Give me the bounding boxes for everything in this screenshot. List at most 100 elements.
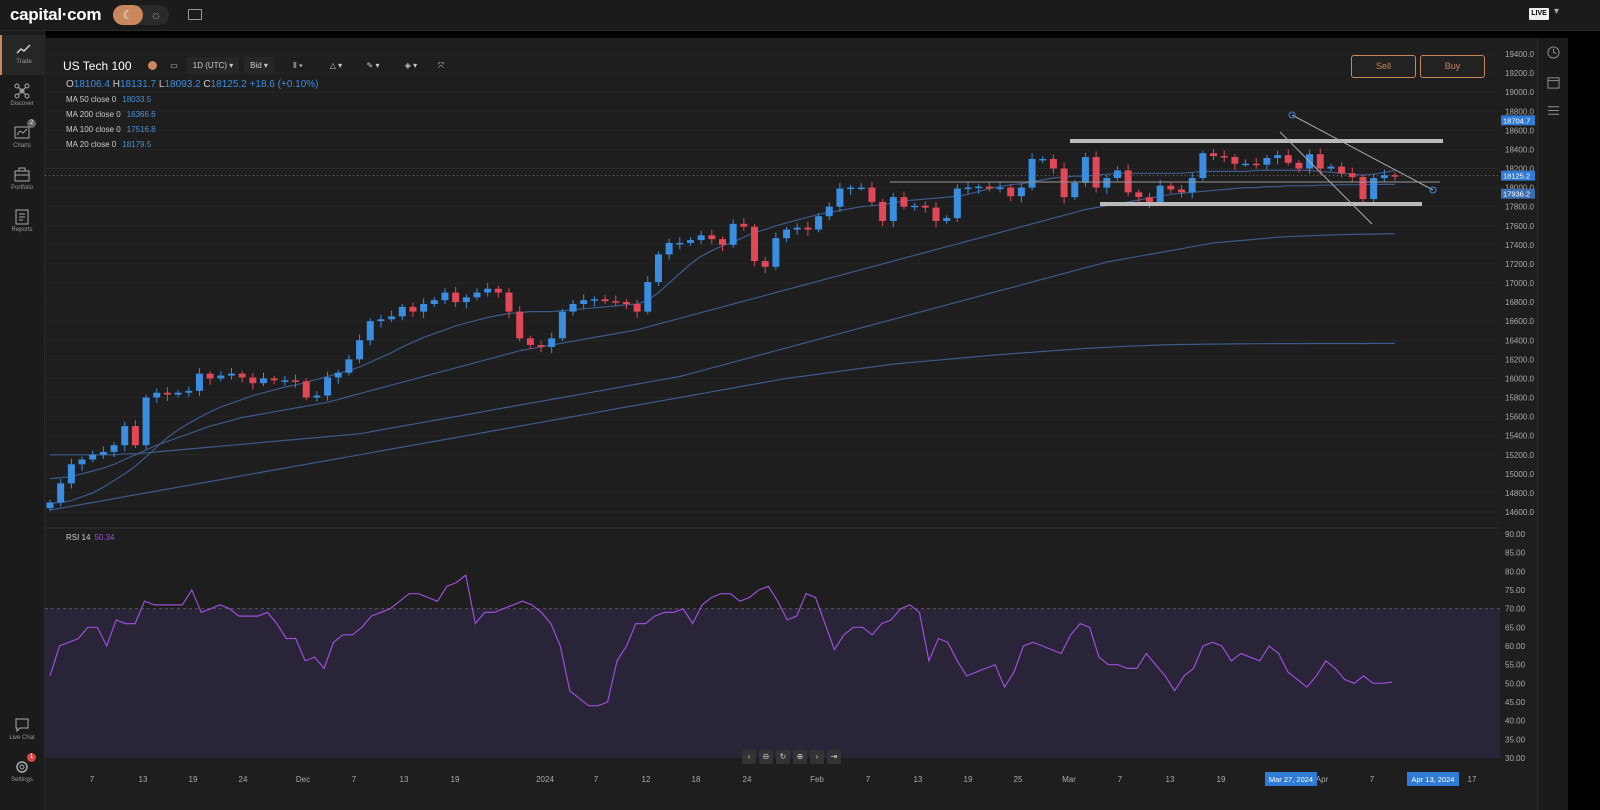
sun-icon[interactable]: ☼ xyxy=(150,7,162,22)
price-tick-label: 16800.0 xyxy=(1505,298,1534,307)
menu-icon[interactable] xyxy=(1547,104,1560,117)
ma50-line xyxy=(49,183,1395,480)
zoom-out-button[interactable]: ⊖ xyxy=(759,750,773,764)
time-tick-label: Feb xyxy=(810,775,824,784)
sidebar-item-reports[interactable]: Reports xyxy=(0,203,44,243)
candle-body xyxy=(964,187,972,190)
interval-select[interactable]: 1D (UTC) ▾ xyxy=(187,57,239,74)
display-icon[interactable]: ▭ xyxy=(170,61,178,70)
candle-body xyxy=(1167,185,1175,190)
sidebar-item-charts[interactable]: 2 Charts xyxy=(0,119,44,159)
scroll-end-button[interactable]: ⇥ xyxy=(827,750,841,764)
rsi-tick-label: 70.00 xyxy=(1505,605,1526,614)
sidebar-item-trade[interactable]: Trade xyxy=(0,35,46,75)
candle-body xyxy=(1092,157,1100,188)
ma-label: MA 100 close 0 xyxy=(66,125,121,134)
pencil-icon[interactable]: ✎ ▾ xyxy=(366,61,380,70)
crosshair-date-box xyxy=(1265,772,1317,786)
price-scale[interactable] xyxy=(1500,38,1537,810)
ma-legend-row[interactable]: MA 100 close 0 17516.8 xyxy=(66,125,156,134)
logo[interactable]: capital·com xyxy=(10,5,102,24)
zoom-in-button[interactable]: ⊕ xyxy=(793,750,807,764)
sidebar-item-live-chat[interactable]: Live Chat xyxy=(0,711,44,751)
verified-icon[interactable] xyxy=(145,57,159,74)
rsi-tick-label: 50.00 xyxy=(1505,679,1526,688)
candle-body xyxy=(1060,168,1068,198)
candle-body xyxy=(1231,157,1239,164)
mail-icon[interactable] xyxy=(188,9,202,20)
candle-body xyxy=(131,426,139,446)
close-value: 18125.2 xyxy=(210,79,247,90)
sidebar-item-portfolio[interactable]: Portfolio xyxy=(0,161,44,201)
price-type-select[interactable]: Bid ▾ xyxy=(244,57,274,74)
price-tick-label: 14800.0 xyxy=(1505,489,1534,498)
layers-icon[interactable]: ◈ ▾ xyxy=(404,61,418,70)
clock-icon[interactable] xyxy=(1547,46,1560,59)
candle-body xyxy=(868,187,876,202)
live-badge[interactable]: LIVE xyxy=(1529,8,1549,20)
sidebar-item-discover[interactable]: Discover xyxy=(0,77,44,117)
trend-line xyxy=(1279,131,1373,225)
rsi-legend[interactable]: RSI 14 50.34 xyxy=(66,533,115,542)
candle-body xyxy=(1124,170,1132,193)
ma-legend-row[interactable]: MA 20 close 0 18179.5 xyxy=(66,140,151,149)
scroll-left-button[interactable]: ‹ xyxy=(742,750,756,764)
sell-button[interactable]: Sell xyxy=(1351,55,1416,78)
candle-body xyxy=(238,373,246,378)
rsi-tick-label: 85.00 xyxy=(1505,549,1526,558)
calendar-icon[interactable] xyxy=(1547,76,1560,89)
time-tick-label: 25 xyxy=(1014,775,1023,784)
ma-legend-row[interactable]: MA 50 close 0 18033.5 xyxy=(66,95,151,104)
time-tick-label: 7 xyxy=(866,775,871,784)
candle-body xyxy=(516,311,524,339)
ma-value: 18033.5 xyxy=(122,95,152,104)
candle-body xyxy=(356,340,364,360)
candle-body xyxy=(462,297,470,303)
candle-body xyxy=(836,188,844,207)
price-type-label: Bid xyxy=(250,61,262,70)
indicators-icon[interactable]: △ ▾ xyxy=(329,61,343,70)
candle-body xyxy=(345,359,353,373)
candle-body xyxy=(1007,187,1015,197)
candle-body xyxy=(366,321,374,341)
ma-legend-row[interactable]: MA 200 close 0 16366.6 xyxy=(66,110,156,119)
time-tick-label: 18 xyxy=(692,775,701,784)
symbol-title[interactable]: US Tech 100 xyxy=(63,59,132,73)
candle-body xyxy=(932,207,940,221)
ma-value: 18179.5 xyxy=(122,140,152,149)
scroll-right-button[interactable]: › xyxy=(810,750,824,764)
buy-button[interactable]: Buy xyxy=(1420,55,1485,78)
rsi-tick-label: 60.00 xyxy=(1505,642,1526,651)
price-tick-label: 15600.0 xyxy=(1505,413,1534,422)
price-tick-label: 15800.0 xyxy=(1505,394,1534,403)
chevron-down-icon[interactable]: ▾ xyxy=(1554,6,1560,17)
price-tick-label: 17200.0 xyxy=(1505,260,1534,269)
candle-body xyxy=(484,288,492,293)
rsi-tick-label: 65.00 xyxy=(1505,623,1526,632)
candle-body xyxy=(302,381,310,398)
sidebar-item-settings[interactable]: 1 Settings xyxy=(0,753,44,793)
candle-body xyxy=(847,187,855,190)
candle-body xyxy=(1338,166,1346,174)
time-tick-label: 7 xyxy=(90,775,95,784)
candle-body xyxy=(99,451,107,455)
price-tick-label: 15000.0 xyxy=(1505,470,1534,479)
candle-body xyxy=(1017,187,1025,197)
candle-body xyxy=(473,292,481,298)
fullscreen-icon[interactable]: ⤧ xyxy=(437,61,445,70)
price-tick-label: 16000.0 xyxy=(1505,374,1534,383)
candle-body xyxy=(420,303,428,312)
candle-body xyxy=(953,188,961,219)
candle-body xyxy=(388,316,396,320)
candlestick-type-icon[interactable]: ⫴ ▾ xyxy=(293,61,303,70)
candle-body xyxy=(259,378,267,384)
moon-icon[interactable]: ☾ xyxy=(113,5,143,25)
candle-body xyxy=(67,464,75,484)
candle-body xyxy=(879,201,887,221)
reset-button[interactable]: ↻ xyxy=(776,750,790,764)
theme-toggle[interactable]: ☾ ☼ xyxy=(113,5,169,25)
candle-body xyxy=(324,377,332,396)
candle-body xyxy=(1348,173,1356,178)
candle-body xyxy=(665,242,673,255)
